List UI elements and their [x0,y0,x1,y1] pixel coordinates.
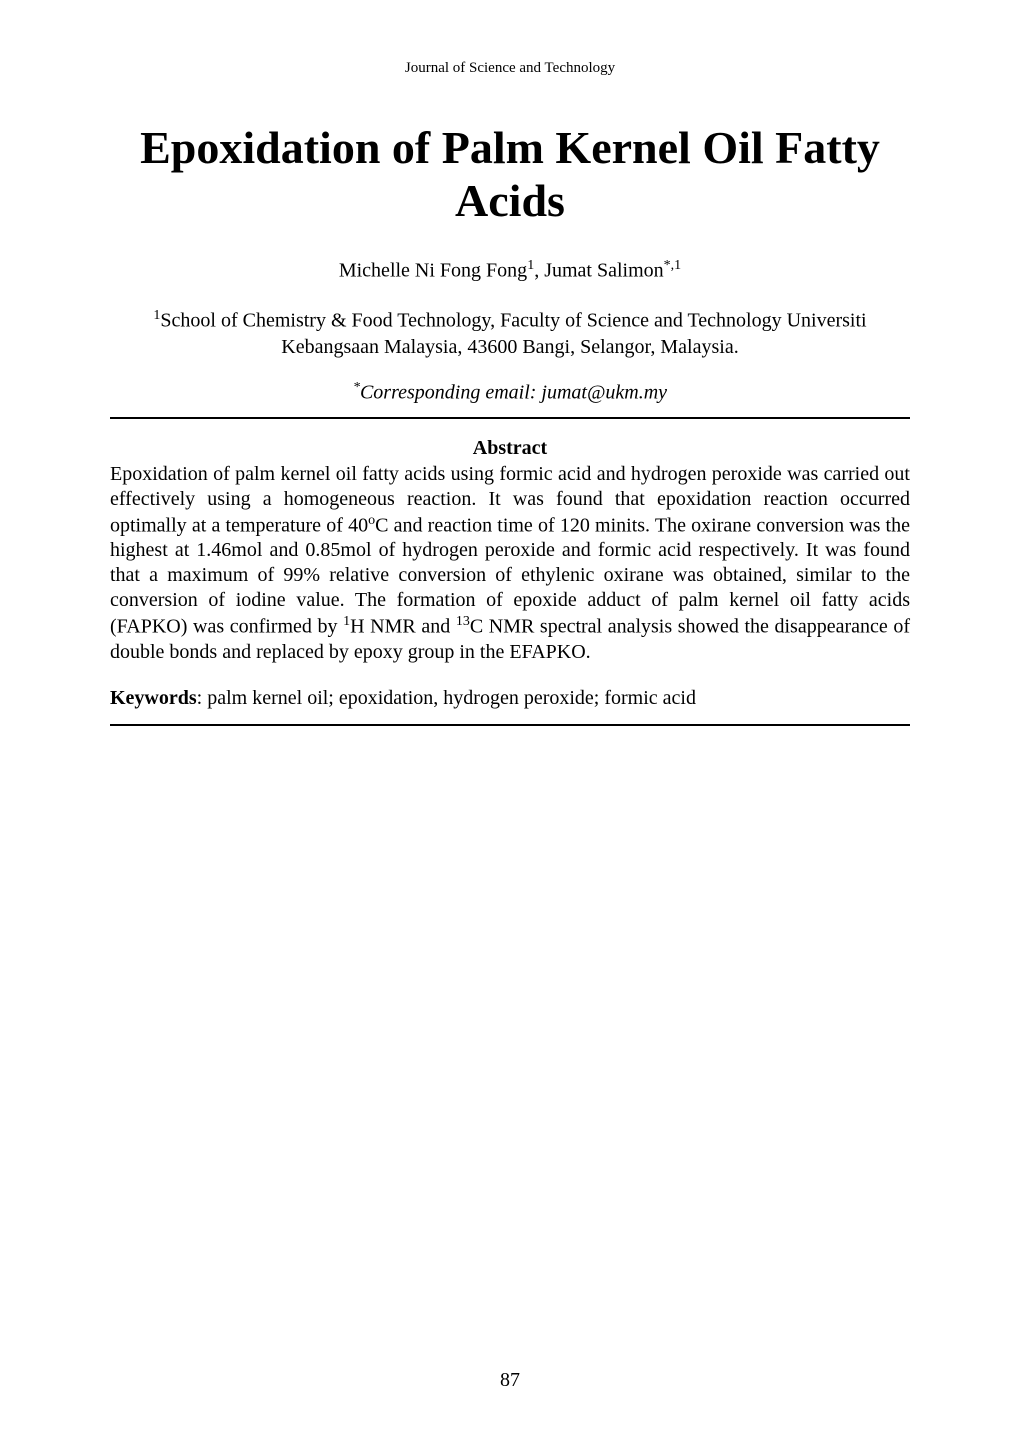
journal-header: Journal of Science and Technology [110,60,910,77]
abstract-heading: Abstract [110,437,910,460]
abstract-body: Epoxidation of palm kernel oil fatty aci… [110,462,910,665]
affiliation: 1School of Chemistry & Food Technology, … [110,307,910,360]
keywords-line: Keywords: palm kernel oil; epoxidation, … [110,687,910,710]
paper-title: Epoxidation of Palm Kernel Oil Fatty Aci… [110,122,910,228]
author-list: Michelle Ni Fong Fong1, Jumat Salimon*,1 [110,258,910,283]
bottom-divider [110,724,910,726]
corresponding-email: *Corresponding email: jumat@ukm.my [110,380,910,405]
keywords-text: : palm kernel oil; epoxidation, hydrogen… [197,687,696,709]
keywords-label: Keywords [110,687,197,709]
page-number: 87 [0,1369,1020,1392]
top-divider [110,417,910,419]
